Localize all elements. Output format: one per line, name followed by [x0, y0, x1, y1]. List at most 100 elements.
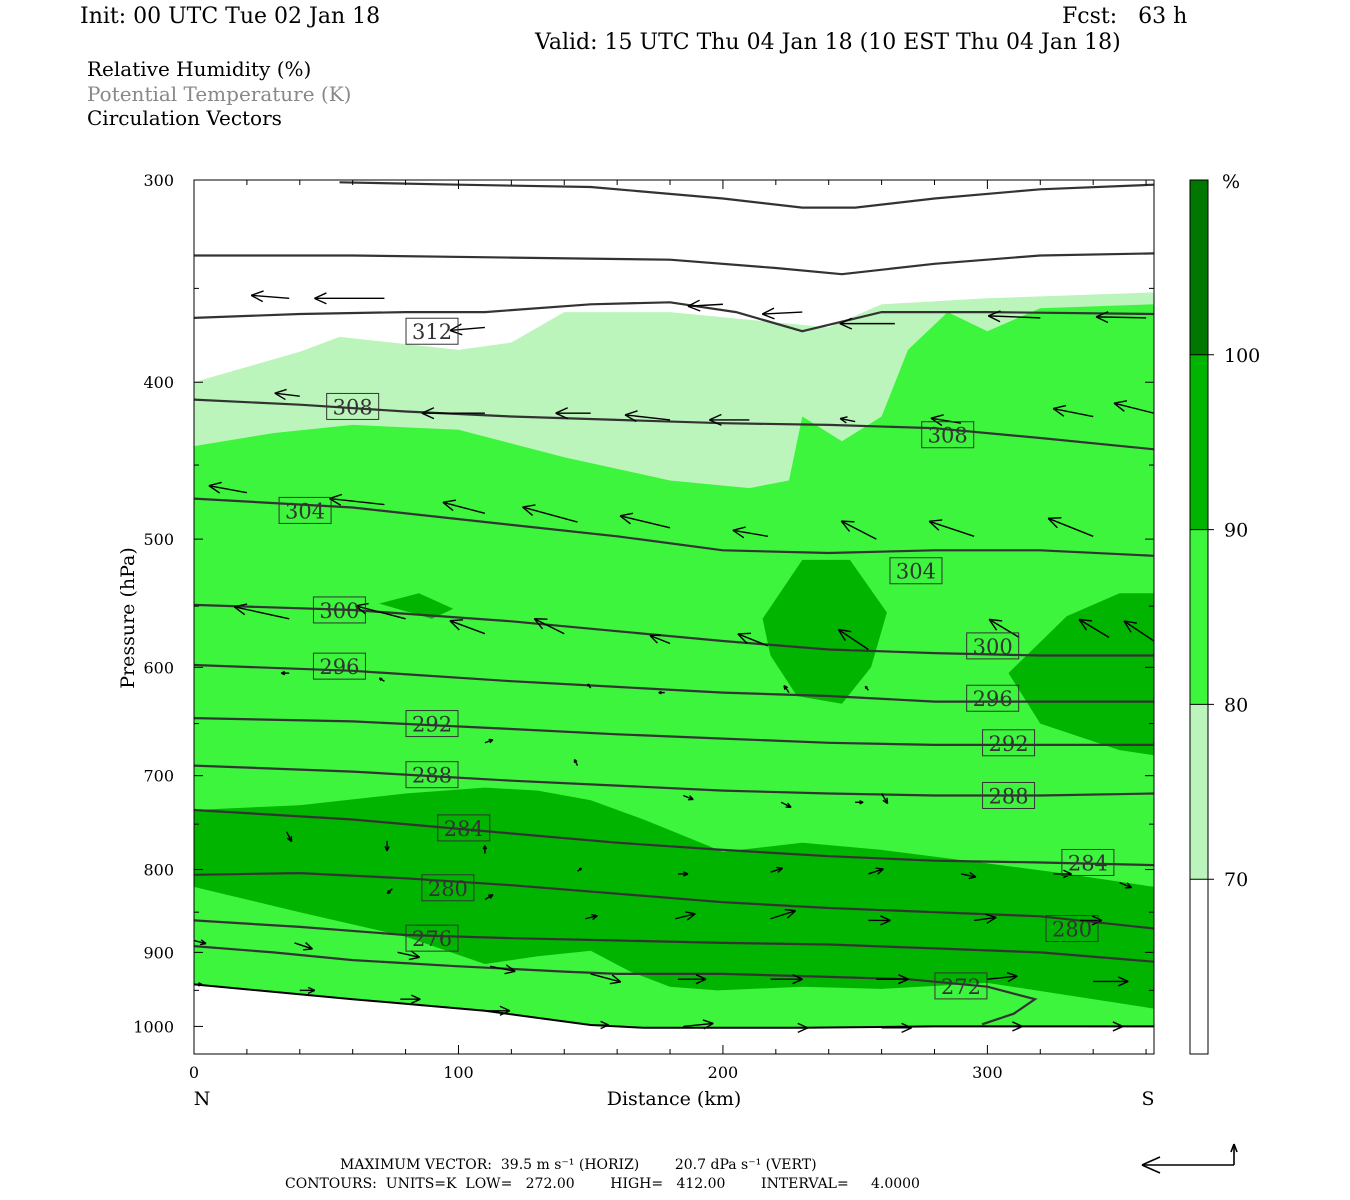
- circulation-vector: [1078, 618, 1110, 638]
- init-time: Init: 00 UTC Tue 02 Jan 18: [80, 4, 381, 29]
- circulation-vector: [285, 831, 293, 843]
- circulation-vector: [421, 407, 485, 420]
- circulation-vector: [737, 632, 769, 647]
- svg-text:280: 280: [428, 877, 468, 901]
- theta-label: 280: [1045, 915, 1099, 943]
- circulation-vector: [449, 323, 485, 336]
- circulation-vector: [378, 677, 385, 682]
- theta-label: 292: [405, 710, 459, 738]
- circulation-vector: [490, 964, 516, 975]
- svg-text:304: 304: [285, 499, 325, 523]
- theta-label: 292: [982, 729, 1036, 757]
- circulation-vector: [484, 738, 494, 744]
- circulation-vector: [658, 690, 665, 695]
- circulation-vector: [587, 683, 592, 689]
- surface-layer: [194, 983, 1154, 1054]
- circulation-vector: [208, 481, 248, 494]
- circulation-vector: [770, 974, 803, 985]
- circulation-vector: [840, 520, 877, 540]
- theta-contour-296: [194, 663, 1154, 703]
- circulation-vector: [687, 299, 723, 312]
- legend-relative-humidity: Relative Humidity (%): [87, 57, 312, 81]
- circulation-vector: [484, 893, 494, 901]
- circulation-vector: [1123, 620, 1154, 642]
- circulation-vector: [839, 317, 895, 330]
- circulation-vector: [522, 504, 578, 523]
- circulation-vector: [299, 986, 316, 995]
- circulation-vector: [987, 972, 1018, 983]
- theta-contour-upper-2: [194, 252, 1154, 276]
- circulation-vector: [775, 1022, 809, 1033]
- circulation-vector: [397, 950, 421, 961]
- forecast-hour: Fcst: 63 h: [1062, 4, 1188, 29]
- circulation-vector: [233, 603, 290, 620]
- svg-text:292: 292: [988, 732, 1028, 756]
- theta-contour-312: [194, 301, 1154, 333]
- circulation-vector: [783, 685, 790, 694]
- colorbar-unit: %: [1222, 171, 1240, 193]
- circulation-vector: [988, 618, 1020, 638]
- y-tick-label: 600: [143, 658, 174, 677]
- theta-label: 288: [982, 781, 1036, 809]
- x-left-end-label: N: [194, 1088, 211, 1110]
- theta-contour-272: [194, 945, 1038, 1026]
- circulation-vector: [837, 628, 869, 651]
- y-tick-label: 300: [143, 171, 174, 190]
- x-axis-label: Distance (km): [607, 1088, 742, 1110]
- x-tick-label: 100: [443, 1063, 474, 1082]
- circulation-vector: [294, 942, 313, 951]
- circulation-vector: [555, 407, 591, 420]
- svg-text:296: 296: [319, 655, 359, 679]
- x-tick-label: 200: [708, 1063, 739, 1082]
- below-ground: [194, 984, 1154, 1054]
- colorbar-swatch: [1190, 354, 1208, 530]
- colorbar-swatch: [1190, 704, 1208, 880]
- svg-text:284: 284: [444, 817, 484, 841]
- svg-text:276: 276: [412, 927, 452, 951]
- y-tick-label: 900: [143, 943, 174, 962]
- circulation-vector: [573, 759, 579, 766]
- svg-text:300: 300: [319, 599, 359, 623]
- circulation-vector: [675, 911, 696, 921]
- circulation-vector: [1047, 517, 1094, 537]
- x-right-end-label: S: [1141, 1088, 1154, 1110]
- theta-label: 312: [405, 317, 459, 345]
- theta-label: 308: [921, 421, 975, 449]
- theta-labels: 312 308 308 304 304 300 300 296 296 292 292 288 288 2…: [278, 317, 1115, 1000]
- valid-time: Valid: 15 UTC Thu 04 Jan 18 (10 EST Thu …: [535, 30, 1121, 55]
- theta-label: 308: [326, 392, 380, 420]
- circulation-vector: [868, 867, 884, 875]
- svg-text:288: 288: [412, 764, 452, 788]
- theta-label: 296: [966, 684, 1020, 712]
- circulation-vector: [761, 307, 803, 320]
- theta-label: 300: [966, 632, 1020, 660]
- rh-region-4: [1008, 593, 1154, 756]
- circulation-vector: [987, 310, 1041, 323]
- circulation-vector: [864, 685, 869, 691]
- contour-info: CONTOURS: UNITS=K LOW= 272.00 HIGH= 412.…: [285, 1176, 920, 1192]
- y-tick-label: 800: [143, 861, 174, 880]
- theta-label: 280: [421, 874, 475, 902]
- circulation-vector: [1093, 976, 1129, 987]
- circulation-vector: [987, 1021, 1023, 1032]
- theta-contour-284: [194, 808, 1154, 867]
- circulation-vector: [482, 845, 488, 854]
- circulation-vector: [1052, 404, 1094, 418]
- circulation-vector: [682, 794, 694, 801]
- circulation-vector: [1119, 881, 1133, 889]
- circulation-vector: [619, 512, 671, 529]
- circulation-vector: [928, 519, 975, 537]
- rh-fills: [194, 292, 1154, 1054]
- y-tick-label: 700: [143, 767, 174, 786]
- theta-contour-308: [194, 398, 1154, 451]
- circulation-vector: [876, 974, 909, 985]
- circulation-vector: [868, 915, 891, 926]
- svg-text:304: 304: [896, 560, 936, 584]
- circulation-vector: [384, 840, 390, 852]
- x-tick-label: 300: [972, 1063, 1003, 1082]
- circulation-vector: [960, 871, 977, 880]
- circulation-vector: [274, 388, 300, 401]
- theta-contour-276: [194, 919, 1154, 963]
- circulation-vector: [585, 913, 598, 921]
- circulation-vector: [732, 526, 769, 539]
